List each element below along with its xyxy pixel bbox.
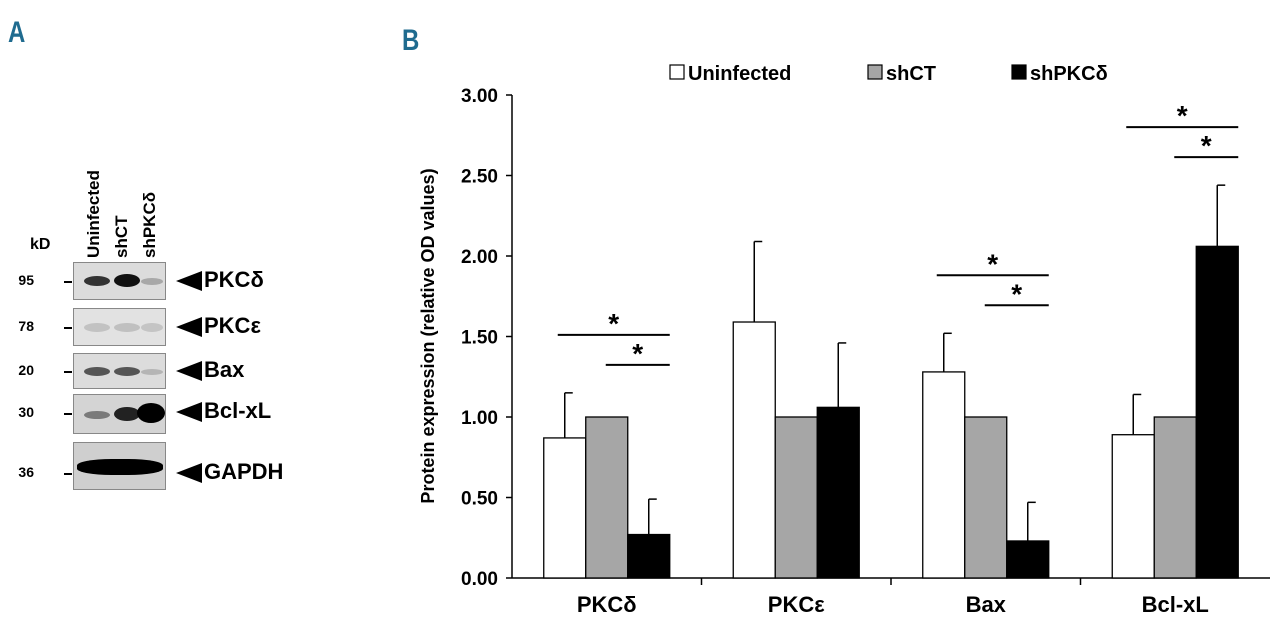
band <box>137 403 165 423</box>
blot-strip-bax <box>73 353 166 389</box>
bar <box>1195 245 1239 579</box>
legend-label: shCT <box>886 63 936 85</box>
significance-star: * <box>987 248 998 279</box>
mw-marker: 30 <box>18 404 34 420</box>
y-tick-label: 0.50 <box>461 489 498 510</box>
mw-tick <box>64 281 72 283</box>
protein-label-bclxl: Bcl-xL <box>204 398 272 423</box>
panel-a-letter: A <box>8 16 26 49</box>
y-axis-title: Protein expression (relative OD values) <box>418 168 438 503</box>
y-tick-label: 0.00 <box>461 569 498 590</box>
bar <box>922 371 966 579</box>
mw-marker: 95 <box>18 272 34 288</box>
y-tick-label: 1.00 <box>461 408 498 429</box>
arrow-icon <box>176 317 202 337</box>
band <box>114 323 140 332</box>
legend-label: Uninfected <box>688 63 791 85</box>
band <box>84 411 110 419</box>
bar <box>585 416 629 579</box>
band <box>141 278 163 285</box>
blot-strip-pkce <box>73 308 166 346</box>
mw-tick <box>64 413 72 415</box>
mw-marker: 78 <box>18 318 34 334</box>
panel-b-letter: B <box>402 24 420 57</box>
bar <box>1006 540 1050 579</box>
bar <box>774 416 818 579</box>
x-tick-label: PKCδ <box>577 592 637 617</box>
significance-star: * <box>1177 100 1188 131</box>
legend-swatch <box>669 64 685 80</box>
x-tick-label: Bcl-xL <box>1142 592 1209 617</box>
band <box>114 274 140 287</box>
bar <box>964 416 1008 579</box>
significance-star: * <box>632 338 643 369</box>
arrow-icon <box>176 361 202 381</box>
band <box>84 323 110 332</box>
significance-star: * <box>608 308 619 339</box>
mw-tick <box>64 327 72 329</box>
mw-marker: 36 <box>18 464 34 480</box>
legend-label: shPKCδ <box>1030 63 1108 85</box>
y-tick-label: 2.50 <box>461 167 498 188</box>
x-tick-label: PKCε <box>768 592 825 617</box>
legend-swatch <box>867 64 883 80</box>
bar <box>732 321 776 579</box>
significance-star: * <box>1011 278 1022 309</box>
bar <box>1153 416 1197 579</box>
y-tick-label: 1.50 <box>461 328 498 349</box>
x-tick-label: Bax <box>966 592 1007 617</box>
band <box>114 367 140 376</box>
y-tick-label: 2.00 <box>461 247 498 268</box>
protein-label-pkce: PKCε <box>204 313 261 338</box>
significance-star: * <box>1201 130 1212 161</box>
band <box>114 407 140 421</box>
mw-tick <box>64 371 72 373</box>
blot-strip-pkcd <box>73 262 166 300</box>
bar <box>627 533 671 579</box>
band <box>141 323 163 332</box>
blot-strip-bclxl <box>73 394 166 434</box>
bar <box>816 406 860 579</box>
bar <box>543 437 587 579</box>
legend-swatch <box>1011 64 1027 80</box>
protein-label-gapdh: GAPDH <box>204 459 284 484</box>
band <box>84 276 110 286</box>
protein-label-bax: Bax <box>204 357 245 382</box>
band <box>141 369 163 375</box>
bar <box>1111 434 1155 579</box>
arrow-icon <box>176 402 202 422</box>
arrow-icon <box>176 271 202 291</box>
blot-strip-gapdh <box>73 442 166 490</box>
mw-marker: 20 <box>18 362 34 378</box>
protein-label-pkcd: PKCδ <box>204 267 264 292</box>
band <box>77 459 163 475</box>
band <box>84 367 110 376</box>
mw-tick <box>64 473 72 475</box>
arrow-icon <box>176 463 202 483</box>
kd-label: kD <box>30 236 51 253</box>
y-tick-label: 3.00 <box>461 86 498 107</box>
